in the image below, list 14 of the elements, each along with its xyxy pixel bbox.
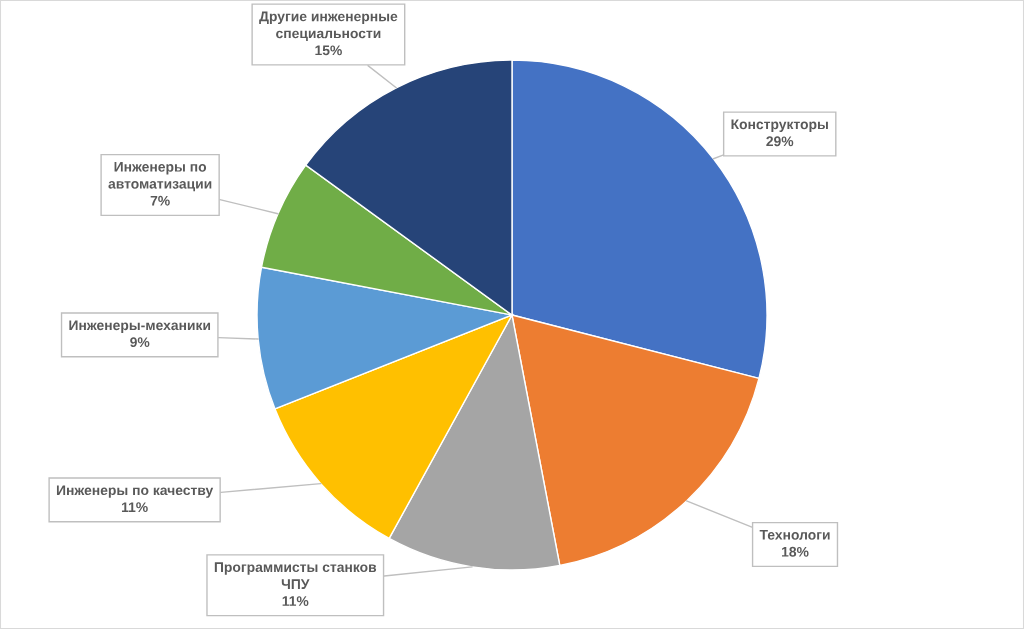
slice-label: Инженеры по автоматизации [108, 162, 212, 192]
slice-label: Инженеры-механики [69, 320, 211, 333]
data-label: 11% [121, 502, 148, 513]
data-label: 11% [282, 596, 309, 606]
data-label: 18% [782, 546, 809, 557]
slice-label: Конструкторы [731, 119, 828, 132]
data-label: 9% [130, 337, 150, 348]
slice-label: Инженеры по качеству [56, 485, 214, 498]
slice-label: Другие инженерные специальности [259, 11, 398, 41]
slice-label: Программисты станков ЧПУ [214, 562, 377, 590]
slice-label: Технологи [759, 530, 830, 540]
data-label: 15% [315, 45, 342, 56]
data-label: 29% [766, 136, 794, 147]
data-label: 7% [150, 195, 170, 206]
